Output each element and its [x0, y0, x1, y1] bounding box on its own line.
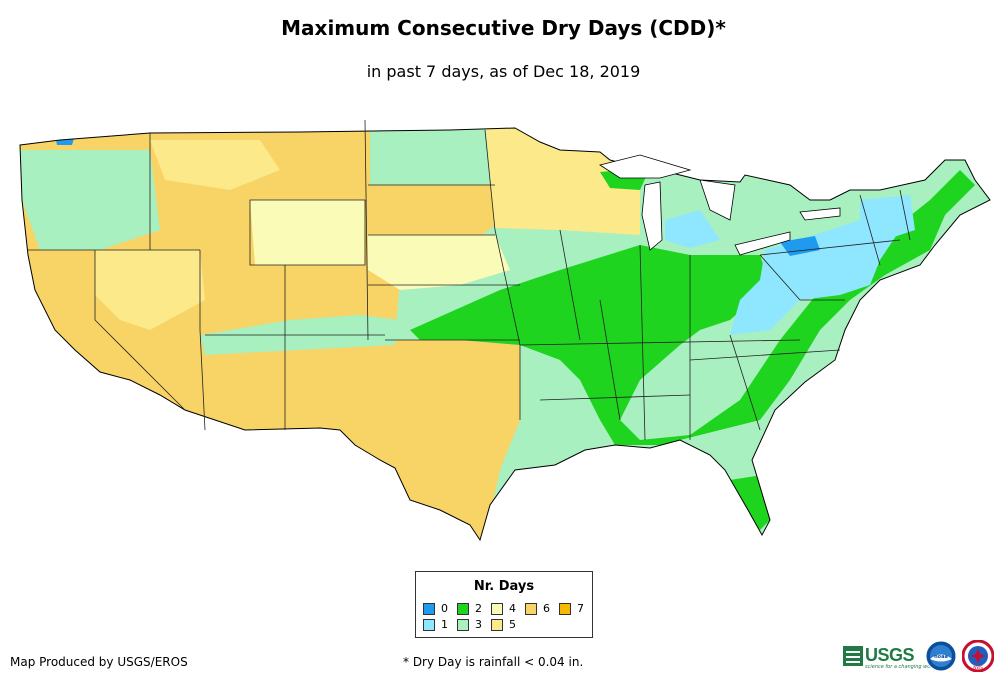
- nws-logo-text: NWS: [973, 665, 983, 670]
- cdd-5-days-region-nw: [150, 140, 280, 190]
- noaa-logo-icon: noaa: [925, 640, 957, 672]
- lake-michigan: [641, 181, 663, 251]
- legend-label: 2: [475, 602, 482, 615]
- legend-swatch-0: [423, 603, 435, 615]
- lake-huron: [699, 179, 736, 221]
- cdd-4-days-region-wy: [250, 200, 365, 265]
- legend-label: 6: [543, 602, 550, 615]
- legend-item-5: 5: [491, 619, 516, 631]
- cdd-3-days-pnw: [20, 150, 160, 250]
- lake-erie: [734, 231, 791, 256]
- nws-logo-icon: NWS: [962, 640, 994, 672]
- legend-item-2: 2: [457, 603, 482, 615]
- cdd-1-day-region: [730, 215, 900, 335]
- lake-ontario: [799, 207, 841, 221]
- legend-item-3: 3: [457, 619, 482, 631]
- legend-item-0: 0: [423, 603, 448, 615]
- usgs-logo: USGS science for a changing world: [843, 641, 937, 671]
- legend-item-1: 1: [423, 619, 448, 631]
- lake-superior: [599, 154, 692, 179]
- legend-swatch-1: [423, 619, 435, 631]
- cdd-1-day-ne: [860, 195, 915, 240]
- legend-label: 1: [441, 618, 448, 631]
- producer-credit: Map Produced by USGS/EROS: [10, 655, 188, 669]
- legend-swatch-5: [491, 619, 503, 631]
- legend-swatch-3: [457, 619, 469, 631]
- legend-swatch-4: [491, 603, 503, 615]
- cdd-2-days-fl: [730, 475, 770, 530]
- great-lakes: [599, 154, 841, 256]
- usgs-wave-icon: [843, 646, 863, 666]
- legend-label: 0: [441, 602, 448, 615]
- cdd-0-days-region: [780, 236, 820, 256]
- legend-swatch-7: [559, 603, 571, 615]
- cdd-5-days-region-west: [95, 250, 205, 330]
- legend-swatch-2: [457, 603, 469, 615]
- map-subtitle: in past 7 days, as of Dec 18, 2019: [366, 62, 641, 81]
- legend-label: 5: [509, 618, 516, 631]
- legend-item-6: 6: [525, 603, 550, 615]
- map-title: Maximum Consecutive Dry Days (CDD)*: [281, 16, 726, 40]
- legend-swatch-6: [525, 603, 537, 615]
- legend-label: 3: [475, 618, 482, 631]
- cdd-1-day-mi: [665, 210, 720, 248]
- state-boundaries: [28, 119, 911, 441]
- legend-title: Nr. Days: [473, 579, 535, 594]
- usgs-tagline: science for a changing world: [865, 664, 937, 670]
- legend-item-4: 4: [491, 603, 516, 615]
- legend-label: 7: [577, 602, 584, 615]
- legend-item-7: 7: [559, 603, 584, 615]
- legend-label: 4: [509, 602, 516, 615]
- legend: Nr. Days 0 1 2 3 4 5 6 7: [415, 571, 593, 638]
- usgs-wordmark: USGS: [865, 645, 915, 665]
- dry-day-footnote: * Dry Day is rainfall < 0.04 in.: [403, 655, 584, 669]
- noaa-logo-text: noaa: [934, 654, 948, 660]
- cdd-2-days-region: [410, 170, 975, 445]
- cdd-4-days-region: [368, 235, 510, 290]
